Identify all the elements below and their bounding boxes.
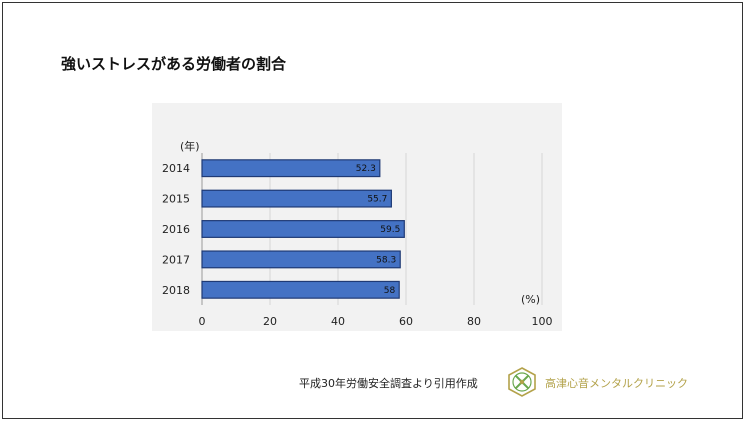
slide-title: 強いストレスがある労働者の割合 xyxy=(61,55,287,73)
bar-value-label: 55.7 xyxy=(367,195,387,205)
y-tick-label: 2016 xyxy=(162,223,190,236)
x-axis-label: (%) xyxy=(521,293,540,306)
x-tick-label: 80 xyxy=(467,315,481,328)
bar-chart: 52.3 2014 55.7 2015 59.5 2016 58.3 2017 58 2018 0 2… xyxy=(162,139,553,328)
x-tick-label: 20 xyxy=(263,315,277,328)
clinic-logo-icon xyxy=(507,367,537,397)
chart-panel: 52.3 2014 55.7 2015 59.5 2016 58.3 2017 58 2018 0 2… xyxy=(152,103,562,331)
y-axis-label: (年) xyxy=(180,139,200,153)
y-tick-label: 2014 xyxy=(162,162,190,175)
y-tick-label: 2018 xyxy=(162,284,190,297)
bar xyxy=(201,280,400,299)
source-note: 平成30年労働安全調査より引用作成 xyxy=(299,377,478,390)
bar-value-label: 58 xyxy=(384,286,396,296)
x-tick-label: 60 xyxy=(399,315,413,328)
bar xyxy=(201,189,392,208)
y-tick-label: 2015 xyxy=(162,193,190,206)
bar-value-label: 59.5 xyxy=(380,225,400,235)
x-tick-label: 40 xyxy=(331,315,345,328)
bar-value-label: 58.3 xyxy=(376,255,396,265)
bar xyxy=(201,250,401,269)
x-tick-label: 0 xyxy=(199,315,206,328)
x-tick-label: 100 xyxy=(532,315,553,328)
bar xyxy=(201,159,381,178)
bar xyxy=(201,220,405,238)
clinic-name: 高津心音メンタルクリニック xyxy=(545,377,688,390)
y-tick-label: 2017 xyxy=(162,253,190,266)
bar-value-label: 52.3 xyxy=(356,164,376,174)
